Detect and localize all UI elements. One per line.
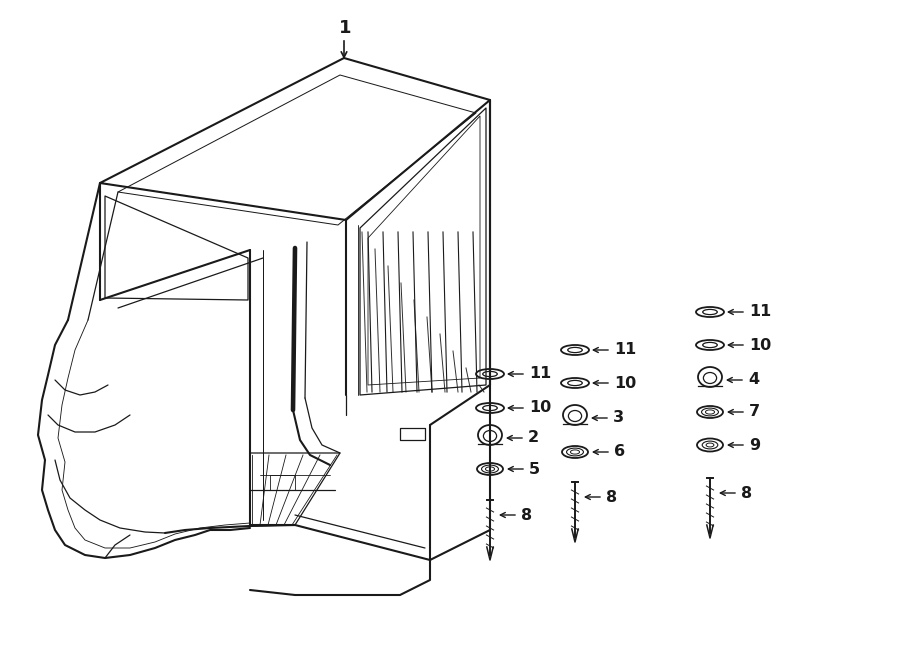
Text: 4: 4	[748, 373, 759, 387]
Ellipse shape	[478, 425, 502, 445]
Text: 10: 10	[749, 338, 771, 352]
Text: 8: 8	[741, 485, 752, 500]
Text: 3: 3	[613, 410, 624, 426]
Text: 7: 7	[749, 405, 760, 420]
Text: 2: 2	[528, 430, 539, 446]
Text: 11: 11	[614, 342, 636, 358]
Text: 11: 11	[749, 305, 771, 319]
Text: 10: 10	[614, 375, 636, 391]
Text: 11: 11	[529, 366, 551, 381]
Text: 8: 8	[521, 508, 532, 522]
Ellipse shape	[698, 367, 722, 387]
Text: 9: 9	[749, 438, 760, 453]
Text: 6: 6	[614, 444, 626, 459]
Text: 1: 1	[338, 19, 351, 37]
Ellipse shape	[563, 405, 587, 425]
Text: 8: 8	[606, 490, 617, 504]
Text: 5: 5	[529, 461, 540, 477]
Text: 10: 10	[529, 401, 551, 416]
